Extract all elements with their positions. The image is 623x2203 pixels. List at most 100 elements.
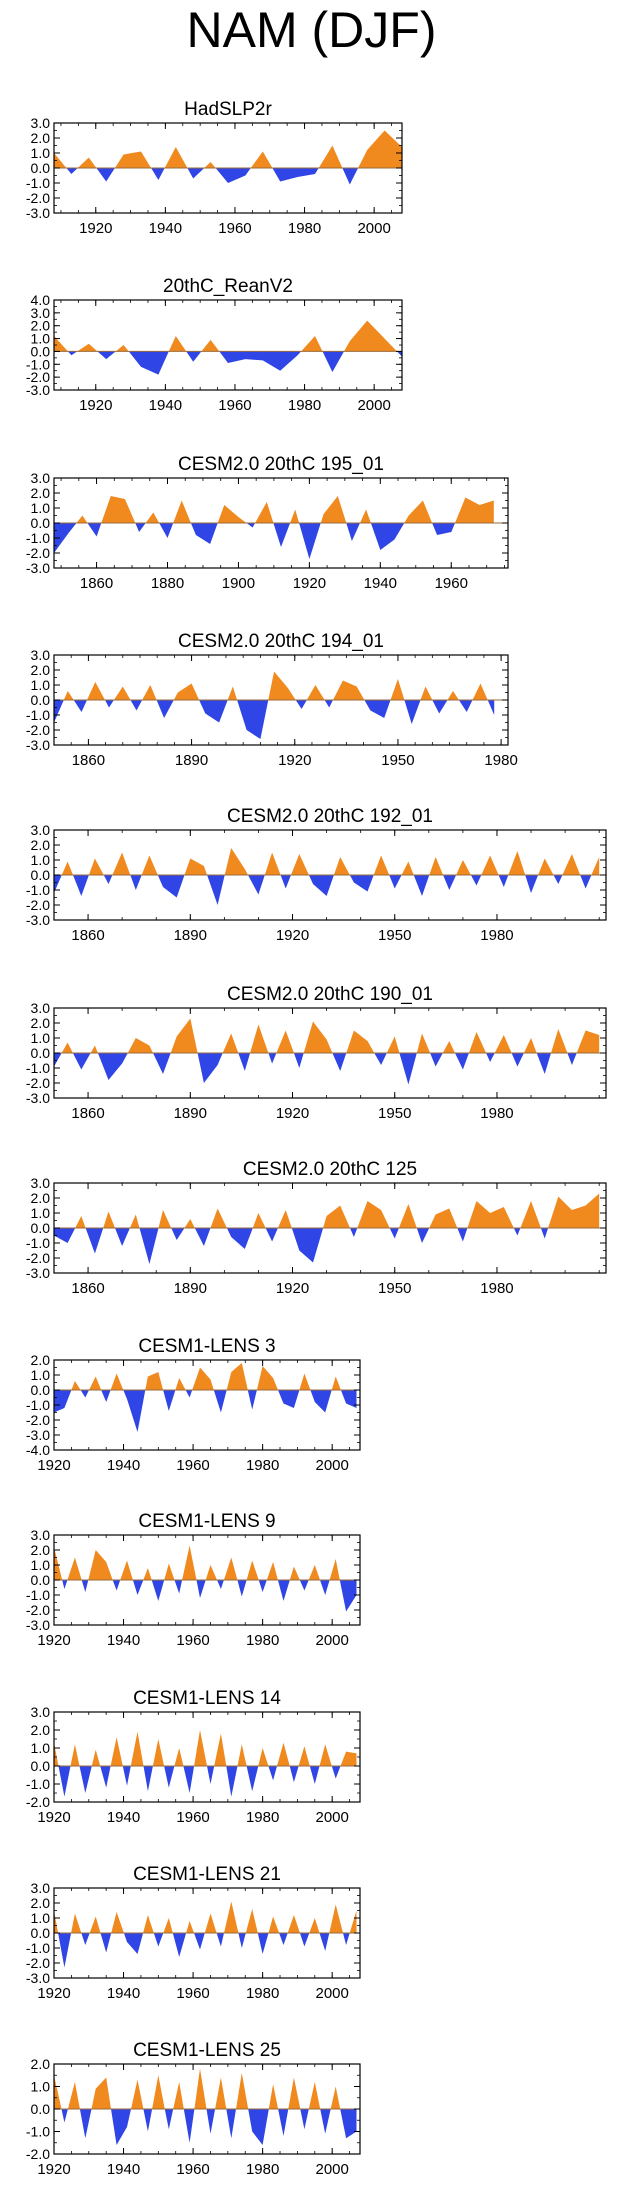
chart-panel: 20thC_ReanV2 4.03.02.01.00.0-1.0-2.0-3.0 1…: [26, 276, 403, 414]
y-tick-label: -1.0: [26, 530, 50, 546]
y-tick-label: -2.0: [26, 190, 50, 206]
y-tick-label: 1.0: [31, 145, 51, 161]
positive-anomaly-area: [54, 1730, 357, 1766]
x-tick-label: 2000: [315, 1985, 348, 2002]
negative-anomaly-area: [54, 875, 600, 905]
x-tick-label: 1920: [37, 1632, 70, 1649]
y-tick-label: 1.0: [31, 500, 51, 516]
positive-anomaly-area: [54, 1018, 600, 1053]
positive-anomaly-area: [54, 848, 600, 875]
chart-title: CESM2.0 20thC 125: [243, 1159, 417, 1180]
x-tick-label: 1860: [72, 752, 105, 769]
x-tick-label: 1860: [71, 927, 104, 944]
y-tick-label: -1.0: [26, 1060, 50, 1076]
chart-title: HadSLP2r: [184, 99, 272, 120]
chart-panel: HadSLP2r 3.02.01.00.0-1.0-2.0-3.0 1920 1940…: [26, 99, 403, 237]
y-tick-label: 0.0: [31, 160, 51, 176]
x-tick-label: 1890: [174, 1105, 207, 1122]
x-tick-label: 1940: [107, 1809, 140, 1826]
chart-title: CESM2.0 20thC 194_01: [178, 631, 384, 652]
negative-anomaly-area: [54, 351, 402, 375]
y-tick-label: 4.0: [31, 292, 51, 308]
positive-anomaly-area: [54, 671, 495, 700]
y-tick-label: 1.0: [31, 1030, 51, 1046]
negative-anomaly-area: [54, 523, 494, 559]
x-tick-label: 1980: [480, 1280, 513, 1297]
y-tick-label: 3.0: [31, 822, 51, 838]
x-tick-label: 1960: [176, 2161, 209, 2178]
y-tick-label: 0.0: [31, 867, 51, 883]
y-tick-label: -1.0: [26, 1940, 50, 1956]
y-tick-label: 1.0: [31, 677, 51, 693]
chart-panel: CESM2.0 20thC 125 3.02.01.00.0-1.0-2.0-3.…: [26, 1159, 607, 1297]
y-tick-label: 3.0: [31, 305, 51, 321]
y-tick-label: -2.0: [26, 1602, 50, 1618]
positive-anomaly-area: [54, 1545, 357, 1580]
negative-anomaly-area: [54, 1766, 357, 1797]
y-tick-label: 0.0: [31, 1925, 51, 1941]
x-tick-label: 2000: [357, 397, 390, 414]
y-tick-label: -1.0: [26, 707, 50, 723]
y-tick-label: 1.0: [31, 331, 51, 347]
x-tick-label: 1920: [37, 2161, 70, 2178]
chart-panel: CESM2.0 20thC 194_01 3.02.01.00.0-1.0-2.0…: [26, 631, 518, 769]
x-tick-label: 1880: [151, 575, 184, 592]
x-tick-label: 1890: [175, 752, 208, 769]
x-tick-label: 1940: [149, 397, 182, 414]
y-tick-label: 3.0: [31, 470, 51, 486]
x-tick-label: 1980: [246, 1809, 279, 1826]
y-tick-label: 2.0: [31, 1352, 51, 1368]
chart-panel: CESM2.0 20thC 195_01 3.02.01.00.0-1.0-2.0…: [26, 454, 509, 592]
chart-panel: CESM2.0 20thC 192_01 3.02.01.00.0-1.0-2.0…: [26, 806, 607, 944]
chart-title: CESM1-LENS 21: [133, 1864, 281, 1885]
y-tick-label: 1.0: [31, 1910, 51, 1926]
y-tick-label: 0.0: [31, 692, 51, 708]
x-tick-label: 2000: [315, 1632, 348, 1649]
negative-anomaly-area: [54, 1053, 600, 1085]
y-tick-label: 0.0: [31, 2101, 51, 2117]
y-tick-label: -3.0: [26, 1265, 50, 1281]
chart-panel: CESM1-LENS 9 3.02.01.00.0-1.0-2.0-3.01920…: [26, 1511, 361, 1649]
y-tick-label: 0.0: [31, 1382, 51, 1398]
y-tick-label: -2.0: [26, 1075, 50, 1091]
x-tick-label: 1890: [174, 1280, 207, 1297]
x-tick-label: 1960: [176, 1457, 209, 1474]
y-tick-label: -3.0: [26, 205, 50, 221]
y-tick-label: 3.0: [31, 1704, 51, 1720]
y-tick-label: 2.0: [31, 1542, 51, 1558]
x-tick-label: 2000: [315, 1809, 348, 1826]
y-tick-label: -1.0: [26, 175, 50, 191]
y-tick-label: -1.0: [26, 2124, 50, 2140]
x-tick-label: 1980: [480, 927, 513, 944]
y-tick-label: -1.0: [26, 1397, 50, 1413]
y-tick-label: 1.0: [31, 852, 51, 868]
positive-anomaly-area: [54, 320, 402, 352]
y-tick-label: 0.0: [31, 1572, 51, 1588]
y-tick-label: 0.0: [31, 343, 51, 359]
chart-title: CESM2.0 20thC 192_01: [227, 806, 433, 827]
x-tick-label: 1980: [484, 752, 517, 769]
x-tick-label: 1940: [364, 575, 397, 592]
x-tick-label: 1900: [222, 575, 255, 592]
negative-anomaly-area: [54, 1390, 357, 1432]
y-tick-label: 2.0: [31, 662, 51, 678]
x-tick-label: 1920: [276, 927, 309, 944]
y-tick-label: 3.0: [31, 115, 51, 131]
plot-frame: [53, 1359, 361, 1451]
y-tick-label: 2.0: [31, 837, 51, 853]
x-tick-label: 1960: [435, 575, 468, 592]
y-tick-label: 0.0: [31, 1758, 51, 1774]
y-tick-label: -1.0: [26, 1235, 50, 1251]
y-tick-label: -3.0: [26, 1970, 50, 1986]
x-tick-label: 1950: [378, 927, 411, 944]
x-tick-label: 1920: [37, 1809, 70, 1826]
x-tick-label: 1980: [288, 397, 321, 414]
negative-anomaly-area: [54, 1933, 357, 1968]
x-tick-label: 1960: [176, 1809, 209, 1826]
positive-anomaly-area: [54, 2068, 357, 2109]
y-tick-label: -3.0: [26, 737, 50, 753]
y-tick-label: -3.0: [26, 1617, 50, 1633]
